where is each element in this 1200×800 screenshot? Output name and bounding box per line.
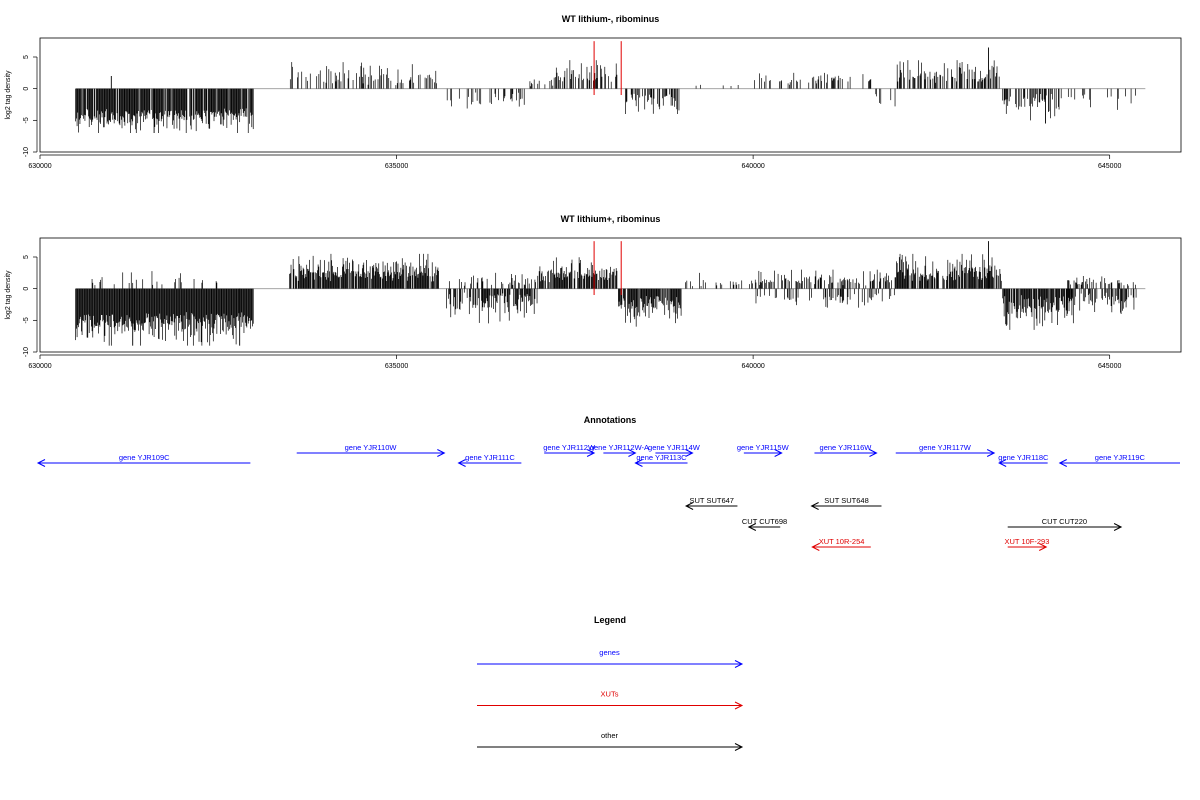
y-tick-label: -5 <box>23 117 30 123</box>
feature-label: CUT CUT698 <box>742 517 787 526</box>
legend-label: genes <box>599 648 620 657</box>
y-axis-label: log2 tag density <box>5 270 12 320</box>
feature-label: gene YJR118C <box>998 453 1049 462</box>
feature-label: gene YJR113C <box>636 453 687 462</box>
x-tick-label: 635000 <box>385 363 408 370</box>
coverage-bars <box>75 47 1136 133</box>
x-axis: 630000 635000 640000 645000 <box>28 154 1121 170</box>
legend-item: other <box>477 731 744 751</box>
coverage-panel-1: WT lithium-, ribominus 630000 635000 640000… <box>5 14 1182 170</box>
annotations-track: Annotations gene YJR109C gene YJR110W gene… <box>36 415 1180 551</box>
feature-label: gene YJR114W <box>648 443 701 452</box>
y-axis: -10 -5 0 5 <box>23 55 38 157</box>
feature-label: XUT 10F-293 <box>1005 537 1050 546</box>
feature-arrow: gene YJR115W <box>737 443 790 457</box>
legend-label: other <box>601 731 619 740</box>
feature-arrow: gene YJR118C <box>998 453 1049 467</box>
feature-label: XUT 10R-254 <box>819 537 865 546</box>
feature-arrow: gene YJR110W <box>296 443 446 457</box>
y-tick-label: 0 <box>23 287 30 291</box>
feature-arrow: SUT SUT648 <box>810 496 882 510</box>
feature-arrow: SUT SUT647 <box>684 496 738 510</box>
panel-title: WT lithium-, ribominus <box>562 14 660 24</box>
feature-label: gene YJR116W <box>820 443 873 452</box>
plot-frame <box>39 37 1182 153</box>
y-tick-label: -10 <box>23 347 30 357</box>
legend-item: XUTs <box>477 690 744 710</box>
panel-title: WT lithium+, ribominus <box>561 214 661 224</box>
x-tick-label: 630000 <box>28 163 51 170</box>
annotations-title: Annotations <box>584 415 637 425</box>
feature-label: gene YJR111C <box>465 453 515 462</box>
x-tick-label: 640000 <box>741 363 764 370</box>
y-axis-label: log2 tag density <box>5 70 12 120</box>
coverage-panel-2: WT lithium+, ribominus 630000 635000 640000… <box>5 214 1182 370</box>
y-axis: -10 -5 0 5 <box>23 255 38 357</box>
feature-arrow: XUT 10R-254 <box>811 537 871 551</box>
feature-arrow: gene YJR116W <box>814 443 878 457</box>
x-tick-label: 645000 <box>1098 163 1121 170</box>
y-tick-label: 5 <box>23 55 30 59</box>
plot-frame <box>39 237 1182 353</box>
legend: Legend genes XUTs other <box>477 615 744 751</box>
x-tick-label: 635000 <box>385 163 408 170</box>
feature-arrow: CUT CUT220 <box>1007 517 1123 531</box>
feature-label: gene YJR110W <box>345 443 398 452</box>
feature-arrow: gene YJR117W <box>895 443 996 457</box>
x-tick-label: 630000 <box>28 363 51 370</box>
legend-label: XUTs <box>601 690 619 699</box>
feature-label: gene YJR117W <box>919 443 972 452</box>
feature-arrow: gene YJR114W <box>648 443 701 457</box>
y-tick-label: -10 <box>23 147 30 157</box>
legend-title: Legend <box>594 615 626 625</box>
feature-arrow: gene YJR119C <box>1058 453 1180 467</box>
y-tick-label: -5 <box>23 317 30 323</box>
feature-label: SUT SUT647 <box>690 496 734 505</box>
feature-arrow: XUT 10F-293 <box>1005 537 1050 551</box>
feature-arrow: gene YJR112W <box>543 443 596 457</box>
feature-arrow: gene YJR112W-A <box>590 443 649 457</box>
feature-label: CUT CUT220 <box>1042 517 1087 526</box>
feature-arrow: CUT CUT698 <box>742 517 787 531</box>
coverage-bars <box>75 241 1137 346</box>
feature-label: gene YJR112W-A <box>590 443 649 452</box>
y-tick-label: 5 <box>23 255 30 259</box>
feature-arrow: gene YJR111C <box>457 453 522 467</box>
legend-item: genes <box>477 648 744 668</box>
feature-arrow: gene YJR109C <box>36 453 251 467</box>
feature-label: gene YJR119C <box>1095 453 1146 462</box>
feature-label: SUT SUT648 <box>824 496 868 505</box>
x-axis: 630000 635000 640000 645000 <box>28 354 1121 370</box>
feature-label: gene YJR109C <box>119 453 170 462</box>
feature-arrow: gene YJR113C <box>634 453 688 467</box>
x-tick-label: 640000 <box>741 163 764 170</box>
feature-label: gene YJR115W <box>737 443 790 452</box>
feature-label: gene YJR112W <box>543 443 596 452</box>
y-tick-label: 0 <box>23 87 30 91</box>
x-tick-label: 645000 <box>1098 363 1121 370</box>
